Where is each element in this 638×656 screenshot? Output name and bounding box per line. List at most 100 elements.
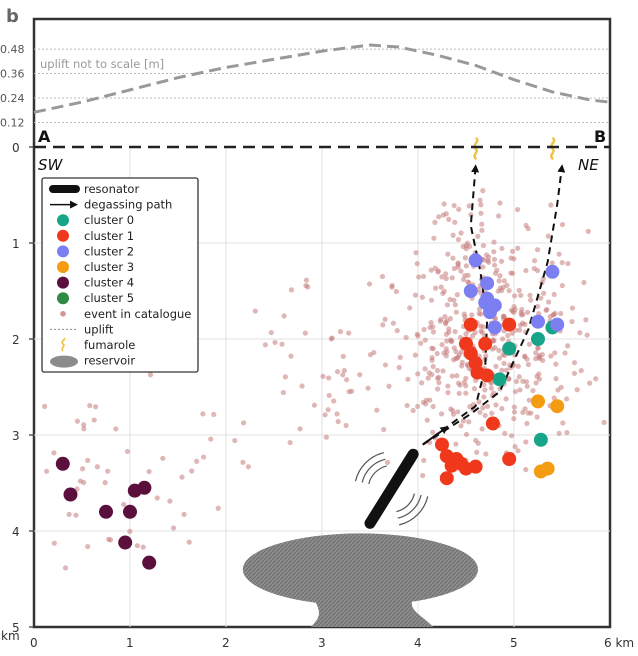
catalogue-event (482, 412, 488, 419)
catalogue-event (325, 407, 331, 413)
catalogue-event (559, 282, 565, 289)
panel-label: b (6, 6, 19, 27)
catalogue-event (386, 383, 392, 389)
legend-entry: resonator (49, 182, 139, 196)
catalogue-event (483, 353, 489, 359)
cluster-2-event (478, 295, 493, 310)
catalogue-event (506, 376, 512, 382)
degassing-path-start (422, 426, 449, 446)
catalogue-event (525, 225, 531, 232)
catalogue-event (493, 402, 499, 408)
resonator-wave (354, 452, 385, 482)
catalogue-event (443, 275, 449, 282)
fumarole-icon (550, 137, 556, 160)
catalogue-event (80, 466, 86, 472)
catalogue-event (511, 404, 517, 410)
catalogue-event (441, 201, 447, 207)
catalogue-event (134, 543, 141, 549)
catalogue-event (574, 387, 580, 393)
uplift-tick-label: 0.48 (0, 43, 25, 56)
catalogue-event (479, 426, 485, 432)
catalogue-event (420, 273, 427, 280)
catalogue-event (94, 464, 100, 470)
catalogue-event (479, 227, 485, 233)
catalogue-event (543, 307, 549, 313)
cluster-1-event (480, 368, 495, 383)
catalogue-event (516, 287, 522, 293)
catalogue-event (511, 416, 517, 422)
catalogue-event (502, 430, 508, 436)
catalogue-event (430, 429, 436, 435)
resonator (354, 448, 429, 529)
catalogue-event (523, 467, 529, 473)
catalogue-event (475, 440, 481, 446)
y-tick-label: 0 (12, 141, 20, 155)
catalogue-event (455, 236, 462, 243)
catalogue-event (439, 274, 445, 280)
catalogue-event (517, 387, 523, 393)
catalogue-event (571, 360, 578, 366)
catalogue-event (438, 316, 444, 322)
catalogue-event (445, 389, 451, 396)
catalogue-event (331, 398, 337, 404)
catalogue-event (457, 382, 463, 388)
catalogue-event (565, 260, 571, 267)
catalogue-event (433, 285, 439, 291)
legend-label: cluster 0 (84, 213, 134, 227)
x-tick-label: 5 (510, 636, 518, 650)
x-axis-ticks: 0 1 2 3 4 5 6 km (30, 636, 634, 650)
fumaroles (473, 137, 556, 160)
catalogue-event (491, 337, 497, 344)
legend-entry: fumarole (61, 337, 135, 352)
catalogue-event (451, 202, 457, 209)
catalogue-event (407, 305, 413, 311)
catalogue-event (452, 328, 458, 335)
catalogue-event (505, 332, 511, 339)
catalogue-event (555, 387, 561, 393)
catalogue-event (326, 392, 332, 399)
catalogue-event (545, 233, 551, 239)
catalogue-event (508, 433, 515, 439)
catalogue-event (430, 329, 437, 335)
catalogue-event (536, 354, 542, 360)
catalogue-event (268, 329, 274, 336)
catalogue-event (66, 511, 72, 517)
catalogue-event (475, 233, 481, 239)
catalogue-event (394, 327, 400, 334)
catalogue-event (167, 498, 173, 504)
catalogue-event (499, 367, 505, 373)
catalogue-event (526, 341, 532, 347)
catalogue-event (305, 284, 311, 290)
catalogue-event (444, 318, 450, 324)
catalogue-event (581, 279, 587, 286)
catalogue-event (428, 319, 434, 326)
catalogue-event (424, 417, 430, 423)
cluster-1-event (439, 471, 454, 486)
degassing-path (422, 164, 566, 446)
catalogue-event (432, 219, 438, 225)
catalogue-event (245, 464, 251, 470)
catalogue-event (491, 256, 498, 263)
catalogue-event (441, 288, 447, 294)
cluster-4-event (142, 555, 157, 570)
catalogue-event (533, 380, 539, 386)
catalogue-event (429, 357, 435, 363)
legend-label: degassing path (84, 198, 172, 212)
uplift-profile (33, 43, 611, 114)
catalogue-event (564, 396, 570, 402)
catalogue-event (463, 431, 470, 438)
cluster-1-event (502, 452, 517, 466)
catalogue-event (81, 479, 87, 486)
cluster-1-event (435, 437, 449, 452)
cluster-1-event (502, 317, 517, 332)
catalogue-event (425, 375, 431, 381)
catalogue-event (478, 210, 484, 216)
cluster-4-event (118, 535, 133, 550)
catalogue-event (451, 357, 457, 363)
catalogue-event (450, 232, 456, 238)
catalogue-event (446, 216, 452, 222)
catalogue-event (160, 455, 166, 461)
x-tick-label: 1 (126, 636, 134, 650)
catalogue-event (81, 426, 87, 432)
catalogue-event (511, 293, 518, 299)
